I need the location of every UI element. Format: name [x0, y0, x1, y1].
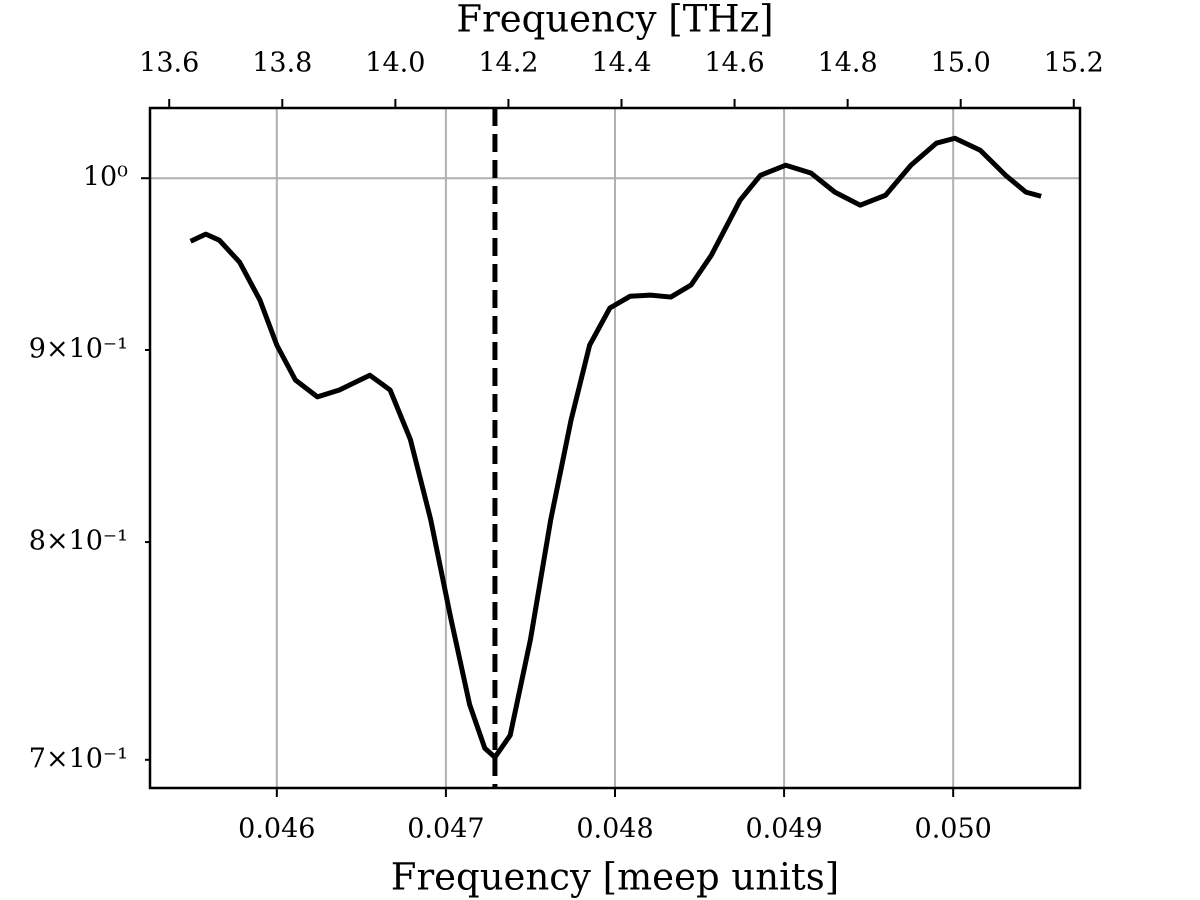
x-tick-label: 0.047: [407, 814, 484, 845]
y-tick-label: 7×10⁻¹: [29, 743, 128, 774]
x-tick-label: 0.050: [915, 814, 992, 845]
y-tick-label: 9×10⁻¹: [29, 334, 128, 365]
x2-tick-label: 14.0: [365, 48, 425, 79]
plot-frame: [148, 106, 1082, 790]
x2-tick-label: 14.6: [705, 48, 765, 79]
x2-tick-label: 14.2: [478, 48, 538, 79]
x2-tick-label: 14.8: [818, 48, 878, 79]
x2-tick-label: 15.0: [931, 48, 991, 79]
x2-tick-label: 14.4: [591, 48, 651, 79]
y-tick-label: 10⁰: [83, 162, 128, 193]
x-tick-label: 0.049: [745, 814, 822, 845]
x2-tick-label: 13.6: [139, 48, 199, 79]
x-axis-label: Frequency [meep units]: [391, 856, 839, 899]
x2-axis-label: Frequency [THz]: [456, 0, 773, 41]
x2-tick-label: 15.2: [1044, 48, 1104, 79]
x2-tick-label: 13.8: [252, 48, 312, 79]
data-line: [189, 135, 1042, 760]
y-tick-label: 8×10⁻¹: [29, 526, 128, 557]
x-tick-label: 0.046: [238, 814, 315, 845]
x-tick-label: 0.048: [576, 814, 653, 845]
